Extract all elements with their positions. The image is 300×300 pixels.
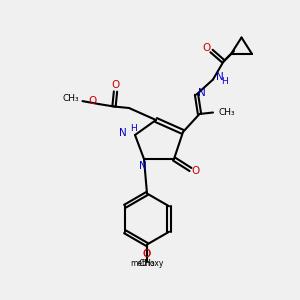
Text: O: O [191, 166, 199, 176]
Text: CH₃: CH₃ [218, 108, 235, 117]
Text: CH₃: CH₃ [62, 94, 79, 103]
Text: O: O [142, 249, 151, 259]
Text: H: H [130, 124, 137, 133]
Text: O: O [202, 43, 210, 53]
Text: O: O [88, 95, 97, 106]
Text: N: N [139, 160, 146, 171]
Text: H: H [221, 76, 228, 85]
Text: CH₃: CH₃ [139, 260, 155, 268]
Text: N: N [216, 72, 224, 82]
Text: methoxy: methoxy [130, 260, 164, 268]
Text: O: O [111, 80, 120, 91]
Text: N: N [119, 128, 127, 139]
Text: O: O [143, 249, 151, 259]
Text: N: N [198, 88, 206, 98]
